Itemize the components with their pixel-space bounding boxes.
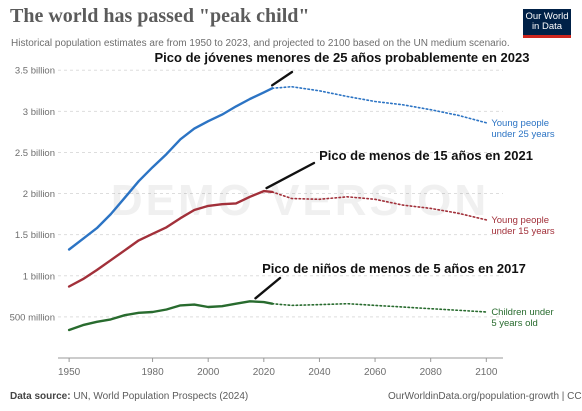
annotation-leader-0 [270,70,294,87]
logo-line-2: in Data [531,21,563,32]
x-tick-label: 2040 [308,367,331,378]
series-label-2-line-1: 5 years old [491,318,537,329]
x-tick-label: 2000 [197,367,220,378]
x-tick-label: 1950 [58,367,81,378]
annotation-layer: Pico de jóvenes menores de 25 años proba… [155,50,533,300]
series-line-historical-2 [67,300,274,332]
y-tick-label: 500 million [10,312,55,323]
y-tick-label: 2.5 billion [15,148,55,159]
annotation-leader-2 [254,276,282,300]
y-tick-label: 1 billion [23,271,55,282]
series-line-historical-0 [67,87,274,251]
logo-line-1: Our World [525,11,569,22]
x-tick-label: 2080 [420,367,443,378]
chart-subtitle: Historical population estimates are from… [11,38,510,49]
y-tick-label: 1.5 billion [15,230,55,241]
series-label-0-line-0: Young people [491,118,549,129]
owid-logo[interactable]: Our World in Data [523,9,571,38]
x-tick-label: 2100 [475,367,498,378]
series-label-1-line-0: Young people [491,215,549,226]
y-tick-label: 2 billion [23,189,55,200]
series-label-0-line-1: under 25 years [491,129,555,140]
source-text: UN, World Population Prospects (2024) [73,391,249,402]
grid-layer: 500 million 1 billion 1.5 billion 2 billion… [10,66,503,378]
y-tick-label: 3 billion [23,107,55,118]
series-label-2-line-0: Children under [491,307,553,318]
series-label-1-line-1: under 15 years [491,226,555,237]
x-tick-label: 2060 [364,367,387,378]
data-source: Data source: UN, World Population Prospe… [10,391,248,402]
x-tick-label: 1980 [141,367,164,378]
series-line-projection-0 [271,85,488,124]
annotation-label-0: Pico de jóvenes menores de 25 años proba… [155,50,530,65]
series-line-projection-1 [271,191,488,221]
annotation-leader-1 [265,161,316,190]
source-link[interactable]: OurWorldinData.org/population-growth | C… [388,391,582,402]
chart-title: The world has passed "peak child" [10,5,310,27]
y-tick-label: 3.5 billion [15,66,55,77]
x-tick-label: 2020 [253,367,276,378]
series-line-projection-2 [271,302,488,313]
source-label: Data source: [10,391,71,402]
annotation-label-2: Pico de niños de menos de 5 años en 2017 [262,261,526,276]
watermark: DEMO VERSION [111,176,489,225]
annotation-label-1: Pico de menos de 15 años en 2021 [319,148,533,163]
series-line-historical-1 [67,189,274,288]
